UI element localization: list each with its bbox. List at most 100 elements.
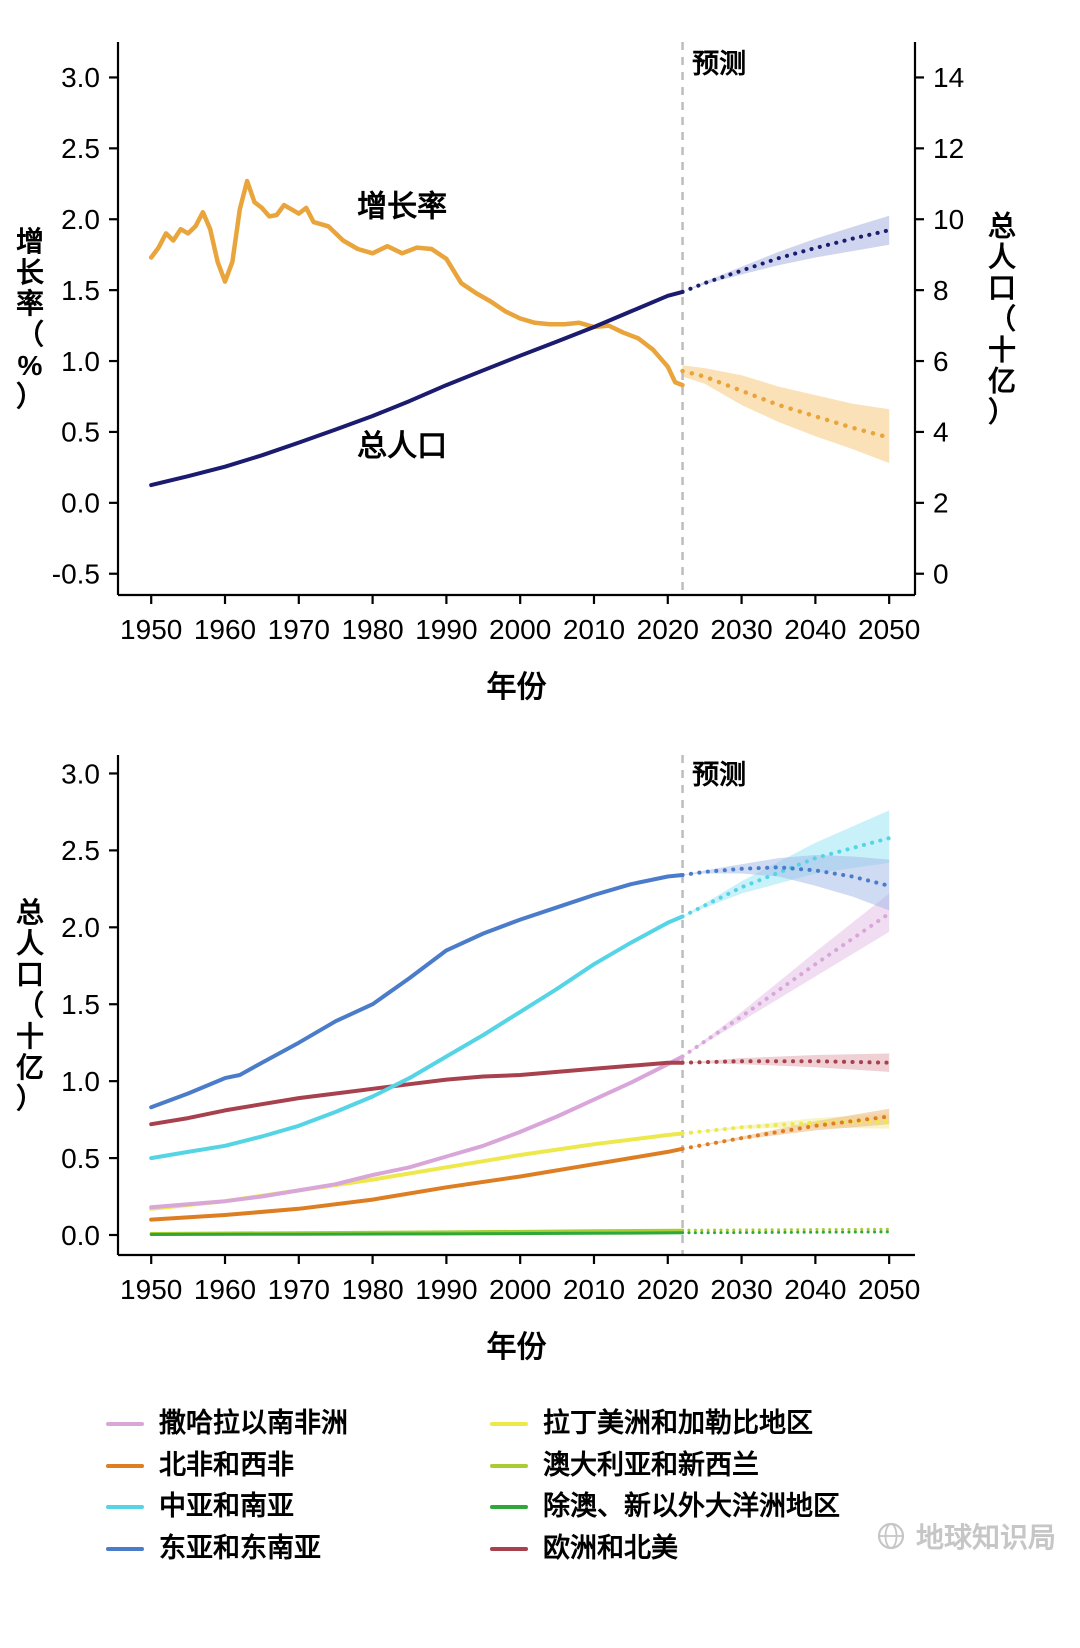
legend-label: 东亚和东南亚 (159, 1533, 321, 1564)
svg-text:2.5: 2.5 (61, 133, 100, 164)
x-axis-label: 年份 (487, 671, 547, 704)
svg-text:14: 14 (933, 62, 964, 93)
y-axis-left-label: 增 (16, 226, 44, 257)
north-africa-west-forecast-line (680, 1114, 892, 1151)
legend-swatch (106, 1421, 144, 1426)
legend-column-2: 拉丁美洲和加勒比地区 澳大利亚和新西兰除澳、新以外大洋洲地区 欧洲和北美 (490, 1408, 840, 1564)
sub-saharan-africa-band (682, 893, 890, 1057)
legend-swatch (490, 1546, 528, 1551)
annotation: 总人口 (357, 430, 447, 463)
legend-label: 澳大利亚和新西兰 (543, 1449, 759, 1480)
svg-text:0.0: 0.0 (61, 1220, 100, 1251)
svg-text:4: 4 (933, 417, 949, 448)
watermark-text: 地球知识局 (915, 1522, 1056, 1553)
svg-text:2030: 2030 (710, 614, 772, 645)
legend-label: 中亚和南亚 (159, 1491, 294, 1522)
svg-text:1990: 1990 (415, 614, 477, 645)
annotation: 预测 (692, 49, 746, 79)
svg-text:2020: 2020 (637, 1274, 699, 1305)
svg-text:1960: 1960 (194, 614, 256, 645)
legend-swatch (106, 1505, 144, 1510)
svg-text:10: 10 (933, 204, 964, 235)
y-axis-left-label: 人 (16, 928, 44, 959)
y-axis-left-label: 亿 (16, 1052, 44, 1083)
svg-text:2040: 2040 (784, 1274, 846, 1305)
svg-text:0: 0 (933, 559, 949, 590)
legend-swatch (106, 1463, 144, 1468)
svg-text:1960: 1960 (194, 1274, 256, 1305)
svg-text:0.5: 0.5 (61, 417, 100, 448)
svg-text:3.0: 3.0 (61, 758, 100, 789)
y-axis-left-label: （ (16, 318, 44, 350)
y-axis-right-label: 口 (988, 272, 1016, 303)
svg-text:0.5: 0.5 (61, 1143, 100, 1174)
europe-north-america-line (149, 1060, 685, 1127)
svg-text:2050: 2050 (858, 1274, 920, 1305)
legend-label: 撒哈拉以南非洲 (159, 1408, 348, 1438)
y-axis-left-label: 率 (16, 287, 44, 319)
y-axis-right-label: 十 (988, 334, 1016, 365)
legend-column-1: 撒哈拉以南非洲 北非和西非中亚和南亚东亚和东南亚 (106, 1408, 436, 1564)
svg-text:1.0: 1.0 (61, 346, 100, 377)
total-population-line (149, 289, 685, 488)
regional-population-chart-svg: 1950 1960 1970 1980 1990 2000 2010 2020 2030 2040… (16, 755, 920, 1364)
legend-item: 中亚和南亚 (106, 1492, 436, 1522)
growth-rate-line (148, 178, 685, 388)
sub-saharan-africa-forecast-line (680, 911, 892, 1059)
y-axis-left-label: ） (16, 1082, 44, 1114)
east-southeast-asia-line (149, 873, 685, 1110)
svg-text:1.0: 1.0 (61, 1066, 100, 1097)
svg-text:1.5: 1.5 (61, 989, 100, 1020)
legend-label: 欧洲和北美 (543, 1533, 678, 1564)
east-southeast-asia-forecast-line (680, 865, 892, 888)
legend-item: 除澳、新以外大洋洲地区 (490, 1492, 840, 1522)
svg-text:2.0: 2.0 (61, 912, 100, 943)
y-axis-left-label: 总 (16, 897, 44, 928)
y-axis-right-label: （ (988, 302, 1016, 334)
total-population-forecast-line (680, 228, 892, 294)
svg-text:2010: 2010 (563, 614, 625, 645)
svg-text:2050: 2050 (858, 614, 920, 645)
watermark: 地球知识局 (874, 1516, 1056, 1556)
svg-text:1950: 1950 (120, 614, 182, 645)
legend-label: 除澳、新以外大洋洲地区 (543, 1491, 840, 1522)
growth-population-chart: 1950 1960 1970 1980 1990 2000 2010 2020 2030 2040… (0, 0, 1080, 705)
svg-text:2000: 2000 (489, 1274, 551, 1305)
legend-swatch (490, 1463, 528, 1468)
svg-text:3.0: 3.0 (61, 62, 100, 93)
legend-item: 拉丁美洲和加勒比地区 (490, 1408, 840, 1439)
svg-text:0.0: 0.0 (61, 488, 100, 519)
legend-item: 欧洲和北美 (490, 1533, 840, 1564)
svg-text:1950: 1950 (120, 1274, 182, 1305)
svg-text:1.5: 1.5 (61, 275, 100, 306)
y-axis-right-label: 亿 (988, 365, 1016, 396)
europe-north-america-forecast-line (680, 1059, 892, 1065)
legend-label: 拉丁美洲和加勒比地区 (543, 1408, 813, 1438)
y-axis-left-label: 长 (16, 257, 44, 288)
oceania-excl-aus-nz-forecast-line (681, 1230, 891, 1235)
y-axis-right-label: 总 (988, 210, 1016, 241)
svg-text:6: 6 (933, 346, 949, 377)
svg-text:1970: 1970 (268, 1274, 330, 1305)
svg-text:2.5: 2.5 (61, 835, 100, 866)
australia-new-zealand-forecast-line (681, 1227, 891, 1232)
legend-label: 北非和西非 (159, 1449, 294, 1480)
svg-text:12: 12 (933, 133, 964, 164)
annotation: 预测 (692, 760, 746, 790)
y-axis-left-label: （ (16, 989, 44, 1021)
oceania-excl-aus-nz-line (149, 1231, 684, 1236)
regional-population-chart: 1950 1960 1970 1980 1990 2000 2010 2020 2030 2040… (0, 705, 1080, 1385)
legend-item: 澳大利亚和新西兰 (490, 1449, 840, 1481)
legend-swatch (490, 1505, 528, 1510)
y-axis-right-label: 人 (988, 241, 1016, 272)
globe-icon (877, 1522, 905, 1550)
y-axis-left-label: 口 (16, 959, 44, 990)
legend-item: 北非和西非 (106, 1449, 436, 1481)
x-axis-label: 年份 (487, 1331, 547, 1364)
svg-text:2040: 2040 (784, 614, 846, 645)
y-axis-right-label: ） (988, 395, 1016, 427)
central-south-asia-line (149, 914, 685, 1161)
sub-saharan-africa-line (149, 1054, 685, 1210)
svg-text:1970: 1970 (268, 614, 330, 645)
